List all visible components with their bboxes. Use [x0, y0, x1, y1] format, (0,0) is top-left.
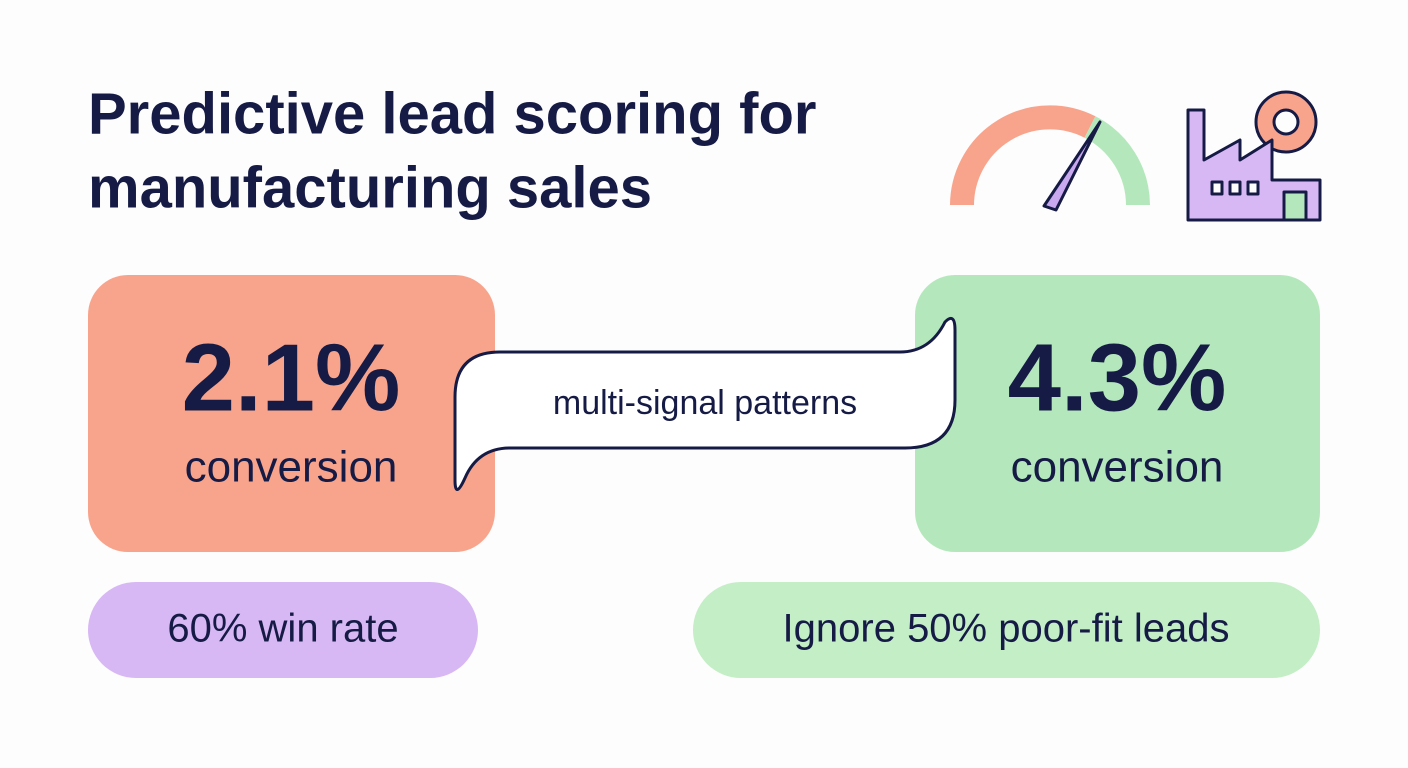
title-line: Predictive lead scoring for: [88, 81, 816, 146]
card-value: 2.1%: [182, 324, 401, 431]
factory-icon: [1186, 90, 1322, 222]
window: [1228, 180, 1242, 196]
pill-left: [88, 582, 478, 678]
card-right: [915, 275, 1320, 552]
gauge-arc-high: [1084, 116, 1150, 206]
speech-bubble: [453, 316, 957, 491]
card-left: [88, 275, 495, 552]
bubble-text: multi-signal patterns: [553, 384, 857, 422]
gear-hole: [1272, 108, 1300, 136]
card-label: conversion: [185, 443, 398, 492]
pill-right: [693, 582, 1320, 678]
gauge-needle: [1042, 120, 1102, 212]
gauge-icon: [950, 105, 1150, 212]
door: [1282, 190, 1308, 222]
window: [1246, 180, 1260, 196]
pill-text: 60% win rate: [167, 607, 398, 651]
title-line: manufacturing sales: [88, 155, 652, 220]
gauge-arc-low: [950, 105, 1096, 206]
window: [1210, 180, 1224, 196]
pill-text: Ignore 50% poor-fit leads: [783, 607, 1230, 651]
card-value: 4.3%: [1008, 324, 1227, 431]
card-label: conversion: [1011, 443, 1224, 492]
